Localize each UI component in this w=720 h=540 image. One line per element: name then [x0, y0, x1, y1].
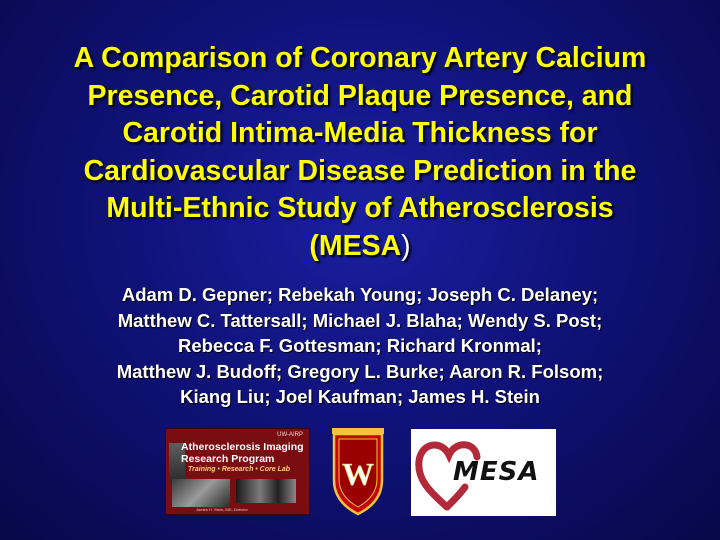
- title-line: Carotid Intima-Media Thickness for: [122, 117, 598, 149]
- title-line-acronym: (MESA): [20, 228, 700, 266]
- acronym-open-paren: (: [309, 229, 319, 262]
- crest-letter: W: [342, 456, 374, 492]
- program-heading: Atherosclerosis Imaging Research Program: [181, 441, 309, 465]
- heart-icon: [415, 441, 481, 511]
- title-line: A Comparison of Coronary Artery Calcium: [73, 42, 647, 74]
- title-line: Multi-Ethnic Study of Atherosclerosis: [106, 192, 614, 224]
- author-line: Rebecca F. Gottesman; Richard Kronmal;: [178, 335, 542, 356]
- title-line: Presence, Carotid Plaque Presence, and: [87, 79, 633, 112]
- program-heading-line: Research Program: [181, 453, 275, 465]
- ultrasound-image: [172, 479, 230, 507]
- author-list: Adam D. Gepner; Rebekah Young; Joseph C.…: [20, 282, 700, 410]
- program-tagline: Training • Research • Core Lab: [188, 466, 291, 473]
- author-line: Adam D. Gepner; Rebekah Young; Joseph C.…: [121, 284, 599, 305]
- aim-research-program-logo: UW-AIRP Atherosclerosis Imaging Research…: [165, 428, 310, 515]
- crest-shield-inner: [338, 438, 378, 508]
- author-line: Matthew J. Budoff; Gregory L. Burke; Aar…: [116, 360, 604, 382]
- ultrasound-image: [236, 479, 296, 503]
- author-line: Matthew C. Tattersall; Michael J. Blaha;…: [117, 309, 603, 331]
- mesa-wordmark: MESA: [453, 457, 540, 487]
- title-line: Cardiovascular Disease Prediction in the: [83, 154, 637, 187]
- acronym: MESA: [318, 229, 402, 262]
- wisconsin-crest-logo: W: [332, 428, 384, 516]
- director-credit: James H. Stein, MD, Director: [196, 507, 248, 512]
- slide-title: A Comparison of Coronary Artery Calcium …: [20, 40, 700, 265]
- acronym-close-paren: ): [401, 229, 411, 262]
- ultrasound-thumbnail: [169, 443, 185, 483]
- uw-airp-label: UW-AIRP: [277, 432, 303, 438]
- mesa-logo: MESA: [411, 429, 556, 516]
- crest-top-bar: [332, 428, 384, 434]
- author-line: Kiang Liu; Joel Kaufman; James H. Stein: [180, 386, 540, 407]
- program-heading-line: Atherosclerosis Imaging: [181, 441, 304, 453]
